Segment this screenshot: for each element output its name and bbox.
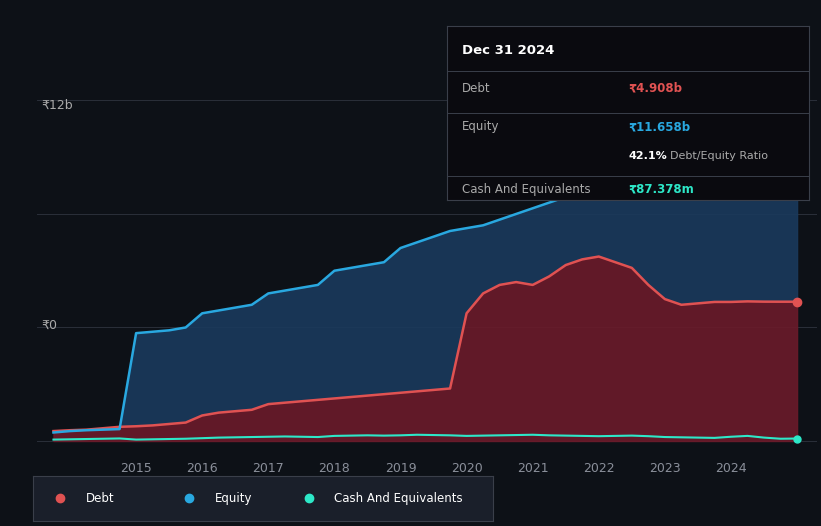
Text: Equity: Equity xyxy=(214,492,252,505)
Text: Cash And Equivalents: Cash And Equivalents xyxy=(334,492,462,505)
Text: ₹4.908b: ₹4.908b xyxy=(628,82,682,95)
Text: Debt: Debt xyxy=(462,82,490,95)
Text: Debt: Debt xyxy=(85,492,114,505)
Text: ₹12b: ₹12b xyxy=(41,99,72,112)
Text: ₹87.378m: ₹87.378m xyxy=(628,183,694,196)
Text: ₹0: ₹0 xyxy=(41,319,57,332)
Text: ₹11.658b: ₹11.658b xyxy=(628,120,690,133)
Text: Cash And Equivalents: Cash And Equivalents xyxy=(462,183,590,196)
Text: Dec 31 2024: Dec 31 2024 xyxy=(462,44,554,57)
Text: 42.1%: 42.1% xyxy=(628,151,667,161)
Text: Debt/Equity Ratio: Debt/Equity Ratio xyxy=(670,151,768,161)
Text: Equity: Equity xyxy=(462,120,499,133)
